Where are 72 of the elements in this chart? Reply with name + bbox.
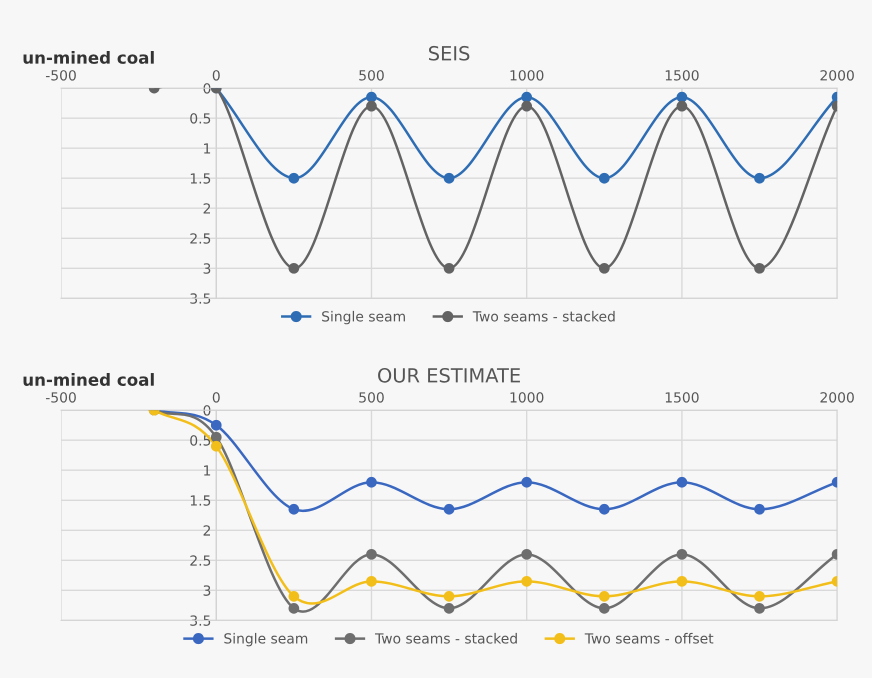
point (444, 262, 454, 274)
point (210, 440, 222, 452)
point (210, 420, 222, 431)
point (444, 504, 454, 515)
legend-label: Single seam (224, 632, 308, 646)
point (521, 576, 532, 587)
x-tick-label: -500 (46, 392, 76, 403)
x-tick-label: 2000 (820, 392, 854, 403)
point (676, 576, 688, 587)
point (676, 100, 688, 112)
y-tick-label: 2.5 (190, 233, 210, 244)
legend-label: Two seams - stacked (374, 632, 517, 644)
y-tick-label: 1 (204, 465, 210, 476)
y-tick-label: 2 (204, 203, 210, 214)
y-tick-label: 3 (204, 585, 210, 596)
point (521, 476, 532, 488)
point (366, 548, 377, 560)
point (366, 92, 377, 102)
y-tick-label: 1.5 (190, 173, 210, 184)
y-tick-label: 0 (203, 405, 210, 416)
y-tick-label: 1.5 (190, 495, 210, 506)
y-tick-label: 3 (204, 263, 210, 274)
point (288, 603, 300, 614)
y-axis-title: un-mined coal (24, 50, 154, 64)
point (754, 172, 765, 184)
y-axis-title: un-mined coal (24, 373, 154, 386)
point (288, 504, 300, 515)
chart-title: SEIS (429, 46, 470, 61)
point (521, 548, 532, 560)
y-tick-label: 0 (203, 83, 210, 94)
point (288, 262, 300, 274)
point (676, 548, 688, 560)
legend-label: Two seams - offset (584, 632, 714, 644)
point (210, 432, 222, 443)
x-tick-label: 1000 (510, 70, 544, 81)
y-tick-label: 2.5 (190, 555, 210, 566)
point (754, 590, 765, 602)
x-tick-label: 0 (212, 392, 220, 403)
point (444, 603, 454, 614)
y-tick-label: 2 (204, 525, 210, 536)
point (754, 603, 765, 614)
point (598, 603, 610, 614)
point (288, 590, 300, 602)
point (521, 92, 532, 102)
x-tick-label: 500 (359, 70, 384, 81)
x-tick-label: 1500 (666, 70, 699, 81)
point (598, 504, 610, 515)
x-tick-label: 1000 (510, 392, 544, 403)
x-tick-label: 0 (212, 70, 220, 81)
point (366, 576, 377, 587)
chart-title: OUR ESTIMATE (378, 368, 520, 383)
point (288, 172, 300, 184)
point (444, 590, 454, 602)
y-tick-label: 0.5 (190, 113, 210, 124)
x-tick-label: 1500 (666, 392, 699, 403)
y-tick-label: 1 (204, 143, 210, 154)
point (598, 590, 610, 602)
point (366, 100, 377, 112)
point (444, 172, 454, 184)
point (754, 504, 765, 515)
x-tick-label: 2000 (820, 70, 854, 81)
legend-label: Two seams - stacked (472, 310, 615, 322)
legend-label: Single seam (322, 310, 405, 324)
point (598, 262, 610, 274)
point (366, 476, 377, 488)
point (598, 172, 610, 184)
x-tick-label: 500 (359, 392, 384, 403)
x-tick-label: -500 (46, 70, 76, 81)
point (521, 100, 532, 112)
point (754, 262, 765, 274)
point (676, 92, 688, 102)
point (676, 476, 688, 488)
